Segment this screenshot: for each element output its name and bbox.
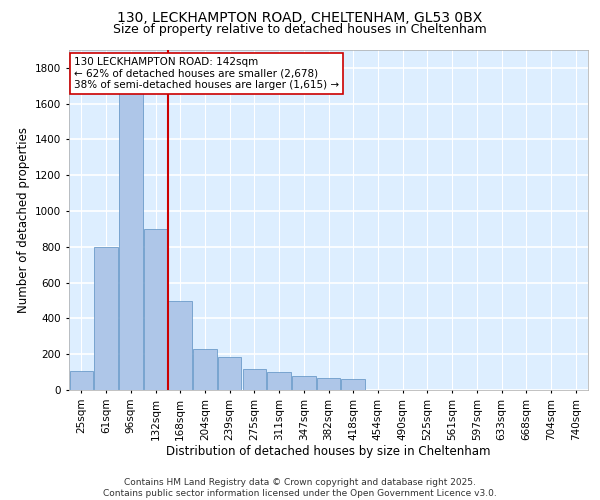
Bar — [144, 229, 167, 390]
Text: 130 LECKHAMPTON ROAD: 142sqm
← 62% of detached houses are smaller (2,678)
38% of: 130 LECKHAMPTON ROAD: 142sqm ← 62% of de… — [74, 57, 340, 90]
Bar — [169, 300, 192, 390]
Y-axis label: Number of detached properties: Number of detached properties — [17, 127, 29, 313]
Bar — [341, 380, 365, 390]
X-axis label: Distribution of detached houses by size in Cheltenham: Distribution of detached houses by size … — [166, 446, 491, 458]
Bar — [119, 86, 143, 390]
Bar — [317, 378, 340, 390]
Text: 130, LECKHAMPTON ROAD, CHELTENHAM, GL53 0BX: 130, LECKHAMPTON ROAD, CHELTENHAM, GL53 … — [118, 11, 482, 25]
Bar — [70, 371, 93, 390]
Text: Size of property relative to detached houses in Cheltenham: Size of property relative to detached ho… — [113, 22, 487, 36]
Text: Contains HM Land Registry data © Crown copyright and database right 2025.
Contai: Contains HM Land Registry data © Crown c… — [103, 478, 497, 498]
Bar — [218, 357, 241, 390]
Bar — [268, 372, 291, 390]
Bar — [242, 368, 266, 390]
Bar — [94, 247, 118, 390]
Bar — [193, 349, 217, 390]
Bar — [292, 376, 316, 390]
